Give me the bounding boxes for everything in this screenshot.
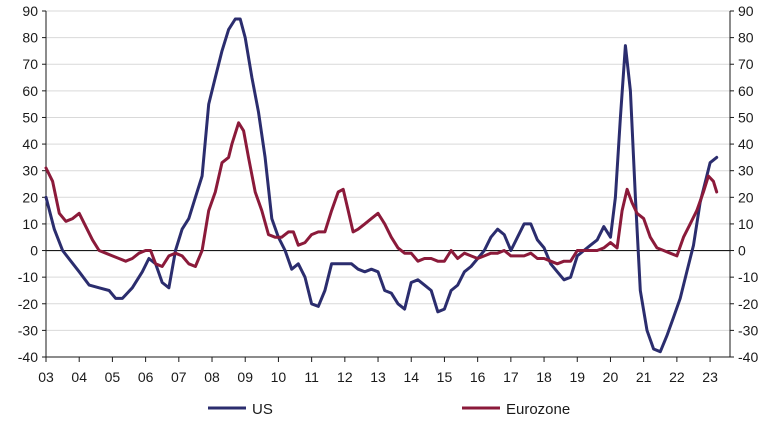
x-tick-label: 23 [702, 369, 718, 385]
y-tick-label-right: -30 [738, 322, 758, 338]
x-tick-label: 08 [204, 369, 220, 385]
y-axis-right-labels: 90 80 70 60 50 40 30 20 10 0 -10 -20 -30 -40 [738, 3, 758, 365]
x-tick-label: 04 [71, 369, 87, 385]
y-tick-label-left: 40 [22, 136, 38, 152]
series-line-us [44, 17, 719, 354]
x-tick-label: 15 [437, 369, 453, 385]
y-tick-label-left: -40 [18, 349, 38, 365]
x-tick-label: 10 [271, 369, 287, 385]
x-tick-label: 14 [403, 369, 419, 385]
legend-label-us: US [252, 401, 273, 418]
y-tick-label-left: 80 [22, 30, 38, 46]
y-tick-label-left: -30 [18, 322, 38, 338]
y-tick-label-right: 70 [738, 56, 754, 72]
y-tick-label-right: 80 [738, 30, 754, 46]
y-tick-label-right: 10 [738, 216, 754, 232]
y-tick-label-right: -20 [738, 296, 758, 312]
x-tick-label: 05 [105, 369, 121, 385]
y-tick-label-right: 90 [738, 3, 754, 19]
x-tick-label: 17 [503, 369, 519, 385]
y-tick-label-left: -20 [18, 296, 38, 312]
y-tick-label-left: 90 [22, 3, 38, 19]
y-tick-label-left: 20 [22, 189, 38, 205]
y-tick-label-right: 40 [738, 136, 754, 152]
y-tick-label-right: 0 [738, 243, 746, 259]
y-tick-label-right: 20 [738, 189, 754, 205]
x-axis-labels: 03 04 05 06 07 08 09 10 11 12 13 14 15 16 17 18 19 20 21 22… [38, 369, 718, 385]
x-tick-label: 03 [38, 369, 54, 385]
y-tick-label-right: -40 [738, 349, 758, 365]
y-tick-label-right: 60 [738, 83, 754, 99]
y-tick-label-left: 10 [22, 216, 38, 232]
x-tick-label: 19 [569, 369, 585, 385]
y-tick-label-left: 60 [22, 83, 38, 99]
y-tick-label-left: 50 [22, 109, 38, 125]
legend: US Eurozone [208, 401, 570, 418]
series-lines [44, 17, 719, 354]
x-tick-label: 12 [337, 369, 353, 385]
y-tick-label-left: 70 [22, 56, 38, 72]
legend-label-eurozone: Eurozone [506, 401, 570, 418]
x-tick-label: 06 [138, 369, 154, 385]
y-axis-left-labels: 90 80 70 60 50 40 30 20 10 0 -10 -20 -30 -40 [18, 3, 38, 365]
x-tick-label: 13 [370, 369, 386, 385]
y-tick-label-right: 30 [738, 163, 754, 179]
y-tick-label-left: 30 [22, 163, 38, 179]
y-tick-label-right: 50 [738, 109, 754, 125]
x-tick-label: 20 [603, 369, 619, 385]
x-tick-label: 09 [237, 369, 253, 385]
y-tick-label-right: -10 [738, 269, 758, 285]
y-tick-label-left: 0 [30, 243, 38, 259]
x-tick-label: 21 [636, 369, 652, 385]
series-line-eurozone [44, 121, 719, 268]
x-tick-label: 16 [470, 369, 486, 385]
x-tick-label: 18 [536, 369, 552, 385]
axes [42, 10, 734, 362]
y-tick-label-left: -10 [18, 269, 38, 285]
x-tick-label: 07 [171, 369, 187, 385]
x-tick-label: 11 [304, 369, 319, 385]
x-tick-label: 22 [669, 369, 685, 385]
